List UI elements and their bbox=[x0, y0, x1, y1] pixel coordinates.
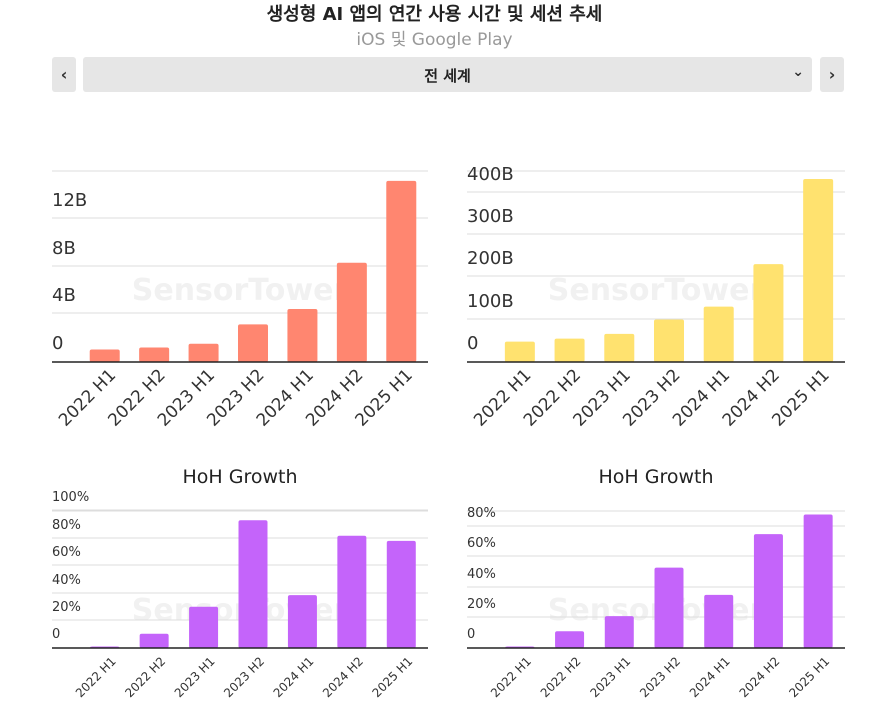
x-tick-label: 2023 H2 bbox=[637, 654, 683, 700]
chart-hours_growth: HoH GrowthSensorTower020%40%60%80%100%20… bbox=[52, 466, 428, 700]
x-tick-label: 2023 H1 bbox=[172, 654, 218, 700]
bar-2022-h1 bbox=[504, 341, 535, 362]
bar-2023-h2 bbox=[654, 319, 684, 362]
x-tick-label: 2024 H2 bbox=[320, 654, 366, 700]
bar-2024-h1 bbox=[287, 595, 317, 648]
x-tick-label: 2022 H2 bbox=[538, 654, 584, 700]
y-tick-label: 12B bbox=[52, 190, 87, 211]
bar-2025-h1 bbox=[386, 180, 417, 362]
page-subtitle: iOS 및 Google Play bbox=[356, 30, 513, 50]
y-tick-label: 8B bbox=[52, 238, 76, 259]
y-tick-label: 100B bbox=[467, 291, 514, 312]
y-tick-label: 0 bbox=[52, 333, 63, 354]
bar-2023-h2 bbox=[654, 567, 684, 648]
page-title: 생성형 AI 앱의 연간 사용 시간 및 세션 추세 bbox=[266, 4, 603, 25]
bar-2024-h1 bbox=[287, 309, 318, 362]
chevron-left-icon: ‹ bbox=[60, 65, 68, 84]
prev-button[interactable]: ‹ bbox=[52, 57, 76, 92]
x-tick-label: 2025 H1 bbox=[369, 654, 415, 700]
y-tick-label: 0 bbox=[52, 627, 60, 642]
bar-2025-h1 bbox=[803, 179, 834, 362]
x-tick-label: 2025 H1 bbox=[786, 654, 832, 700]
bar-2023-h1 bbox=[188, 343, 219, 362]
bar-2024-h1 bbox=[704, 594, 734, 648]
x-tick-label: 2022 H2 bbox=[122, 654, 168, 700]
bar-2024-h2 bbox=[336, 262, 367, 362]
x-tick-label: 2022 H1 bbox=[488, 654, 534, 700]
bar-2022-h2 bbox=[139, 347, 170, 362]
y-tick-label: 40% bbox=[467, 567, 496, 582]
y-tick-label: 40% bbox=[52, 573, 81, 588]
x-tick-label: 2024 H2 bbox=[737, 654, 783, 700]
y-tick-label: 0 bbox=[467, 627, 475, 642]
bar-2023-h1 bbox=[604, 333, 635, 362]
bar-2024-h2 bbox=[337, 535, 367, 648]
x-tick-label: 2023 H2 bbox=[221, 654, 267, 700]
bar-2023-h2 bbox=[238, 324, 268, 362]
y-tick-label: 0 bbox=[467, 333, 478, 354]
region-label: 전 세계 bbox=[424, 67, 471, 85]
chart-title: HoH Growth bbox=[598, 466, 713, 488]
chevron-down-icon: ⌄ bbox=[792, 64, 804, 80]
y-tick-label: 400B bbox=[467, 164, 514, 185]
y-tick-label: 80% bbox=[52, 518, 81, 533]
chart-title: HoH Growth bbox=[182, 466, 297, 488]
chart-sessions_growth: HoH GrowthSensorTower020%40%60%80%2022 H… bbox=[467, 466, 845, 700]
bar-2022-h2 bbox=[555, 631, 585, 648]
y-tick-label: 20% bbox=[467, 597, 496, 612]
next-button[interactable]: › bbox=[820, 57, 844, 92]
bar-2023-h1 bbox=[604, 616, 634, 648]
y-tick-label: 60% bbox=[52, 545, 81, 560]
bar-2024-h2 bbox=[753, 264, 784, 362]
bar-2022-h1 bbox=[89, 349, 120, 362]
x-tick-label: 2024 H1 bbox=[271, 654, 317, 700]
watermark-text: SensorTower bbox=[132, 273, 349, 308]
y-tick-label: 4B bbox=[52, 285, 76, 306]
bar-2022-h2 bbox=[139, 633, 169, 648]
x-tick-label: 2022 H1 bbox=[73, 654, 119, 700]
bar-2023-h2 bbox=[238, 520, 268, 648]
bar-2022-h2 bbox=[554, 338, 585, 362]
y-tick-label: 200B bbox=[467, 248, 514, 269]
bar-2024-h1 bbox=[703, 306, 734, 362]
bar-2025-h1 bbox=[803, 514, 833, 648]
y-tick-label: 20% bbox=[52, 600, 81, 615]
chevron-right-icon: › bbox=[828, 65, 836, 84]
watermark-text: SensorTower bbox=[548, 273, 765, 308]
y-tick-label: 100% bbox=[52, 490, 89, 505]
bar-2025-h1 bbox=[386, 540, 416, 648]
y-tick-label: 300B bbox=[467, 206, 514, 227]
x-tick-label: 2024 H1 bbox=[687, 654, 733, 700]
x-tick-label: 2023 H1 bbox=[587, 654, 633, 700]
bar-2023-h1 bbox=[189, 606, 219, 648]
bar-2024-h2 bbox=[753, 534, 783, 648]
y-tick-label: 80% bbox=[467, 506, 496, 521]
y-tick-label: 60% bbox=[467, 536, 496, 551]
region-dropdown[interactable]: 전 세계 ⌄ bbox=[83, 57, 812, 92]
